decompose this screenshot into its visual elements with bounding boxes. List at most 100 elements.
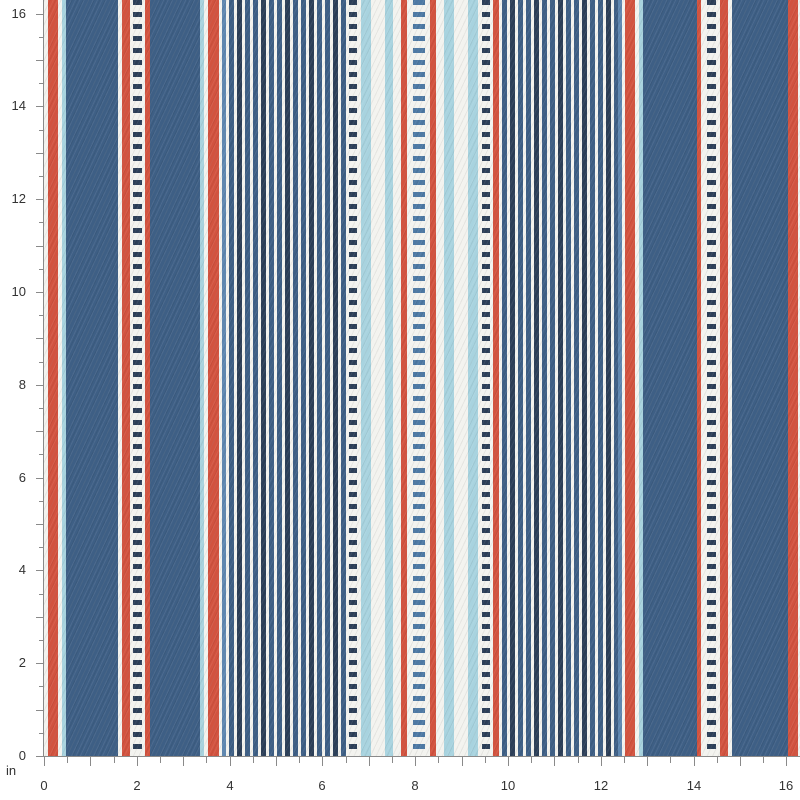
y-tick <box>39 130 44 131</box>
stripe-white <box>330 0 333 756</box>
stripe-white <box>142 0 145 756</box>
stripe-navy <box>614 0 618 756</box>
y-tick-label: 14 <box>11 98 26 113</box>
x-tick <box>322 757 323 766</box>
stripe-navy <box>261 0 266 756</box>
y-tick <box>36 710 44 711</box>
y-tick-label: 8 <box>18 377 26 392</box>
stripe-navy <box>341 0 346 756</box>
stripe-navy <box>606 0 611 756</box>
ruler-unit-label: in <box>6 763 17 778</box>
stripe-white <box>701 0 707 756</box>
y-tick <box>36 431 44 432</box>
y-tick <box>39 83 44 84</box>
x-tick <box>740 757 741 766</box>
fabric-swatch <box>44 0 800 756</box>
vertical-ruler-line <box>43 0 44 757</box>
y-tick <box>36 106 44 107</box>
x-tick <box>369 757 370 766</box>
stripe-white <box>716 0 720 756</box>
stripe-navy <box>253 0 258 756</box>
x-tick <box>299 757 300 763</box>
stripe-white <box>306 0 309 756</box>
stripe-red <box>430 0 436 756</box>
y-tick <box>36 14 44 15</box>
stripe-red <box>625 0 635 756</box>
x-tick <box>531 757 532 763</box>
x-tick-label: 8 <box>411 778 419 793</box>
y-tick <box>39 222 44 223</box>
stripe-navy <box>598 0 603 756</box>
stripe-ladder <box>349 0 357 756</box>
stripe-navy <box>534 0 539 756</box>
stripe-white <box>393 0 401 756</box>
stripe-white <box>282 0 285 756</box>
stripe-navy <box>550 0 555 756</box>
stripe-navy <box>66 0 118 756</box>
stripe-white <box>258 0 261 756</box>
x-tick <box>462 757 463 766</box>
y-tick <box>39 733 44 734</box>
stripe-white <box>425 0 430 756</box>
x-tick-label: 4 <box>226 778 234 793</box>
stripe-light-blue <box>444 0 454 756</box>
y-tick-label: 16 <box>11 6 26 21</box>
y-tick <box>36 292 44 293</box>
horizontal-ruler <box>0 756 800 800</box>
stripe-white <box>611 0 614 756</box>
stripe-white <box>226 0 229 756</box>
stripe-white <box>595 0 598 756</box>
stripe-white <box>436 0 444 756</box>
stripe-white <box>250 0 253 756</box>
x-tick-label: 10 <box>500 778 516 793</box>
stripe-white <box>44 0 48 756</box>
vertical-ruler <box>0 0 44 756</box>
x-tick <box>717 757 718 763</box>
x-tick <box>114 757 115 763</box>
stripe-navy <box>269 0 274 756</box>
x-tick <box>786 757 787 766</box>
stripe-navy <box>325 0 330 756</box>
x-tick-label: 12 <box>593 778 609 793</box>
x-tick <box>392 757 393 763</box>
stripe-ladder <box>707 0 716 756</box>
stripe-mid-blue <box>618 0 622 756</box>
stripe-white <box>490 0 493 756</box>
stripe-white <box>454 0 468 756</box>
y-tick-label: 12 <box>11 191 26 206</box>
stripe-navy <box>309 0 314 756</box>
x-tick <box>206 757 207 763</box>
y-tick <box>39 362 44 363</box>
y-tick-label: 6 <box>18 470 26 485</box>
y-tick <box>39 547 44 548</box>
x-tick <box>763 757 764 763</box>
stripe-white <box>579 0 582 756</box>
stripe-white <box>407 0 413 756</box>
x-tick <box>44 757 45 766</box>
x-tick <box>647 757 648 766</box>
stripe-white <box>266 0 269 756</box>
stripe-white <box>478 0 482 756</box>
x-tick <box>694 757 695 766</box>
stripe-white <box>298 0 301 756</box>
x-tick-label: 6 <box>318 778 326 793</box>
stripe-red <box>145 0 150 756</box>
stripe-white <box>531 0 534 756</box>
stripe-white <box>563 0 566 756</box>
y-tick <box>39 686 44 687</box>
stripe-navy <box>542 0 547 756</box>
stripe-navy <box>229 0 234 756</box>
stripe-navy <box>301 0 306 756</box>
x-tick-label: 2 <box>133 778 141 793</box>
stripe-ladder <box>413 0 425 756</box>
stripe-white <box>290 0 293 756</box>
y-tick <box>39 315 44 316</box>
stripe-red <box>208 0 219 756</box>
stripe-white <box>58 0 62 756</box>
y-tick <box>36 756 44 757</box>
stripe-red <box>697 0 701 756</box>
y-tick <box>39 176 44 177</box>
stripe-light-blue <box>639 0 643 756</box>
stripe-white <box>539 0 542 756</box>
stripe-white <box>204 0 208 756</box>
